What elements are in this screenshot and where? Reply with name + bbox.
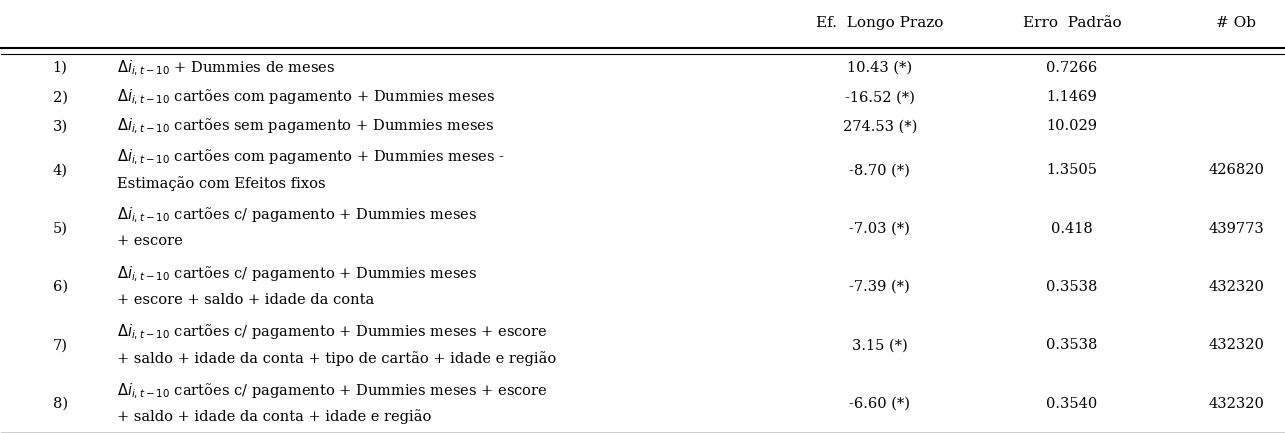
- Text: $\Delta i_{i,t-10}$ cartões sem pagamento + Dummies meses: $\Delta i_{i,t-10}$ cartões sem pagament…: [117, 117, 493, 136]
- Text: 432320: 432320: [1208, 397, 1264, 411]
- Text: $\Delta i_{i,t-10}$ cartões com pagamento + Dummies meses: $\Delta i_{i,t-10}$ cartões com pagament…: [117, 87, 495, 107]
- Text: 1.3505: 1.3505: [1046, 163, 1097, 177]
- Text: + escore: + escore: [117, 234, 182, 249]
- Text: 426820: 426820: [1208, 163, 1264, 177]
- Text: 274.53 (*): 274.53 (*): [843, 120, 917, 133]
- Text: 432320: 432320: [1208, 280, 1264, 294]
- Text: Estimação com Efeitos fixos: Estimação com Efeitos fixos: [117, 176, 325, 191]
- Text: $\Delta i_{i,t-10}$ cartões c/ pagamento + Dummies meses + escore: $\Delta i_{i,t-10}$ cartões c/ pagamento…: [117, 323, 547, 342]
- Text: 3.15 (*): 3.15 (*): [852, 338, 907, 352]
- Text: -6.60 (*): -6.60 (*): [849, 397, 910, 411]
- Text: + saldo + idade da conta + tipo de cartão + idade e região: + saldo + idade da conta + tipo de cartã…: [117, 351, 556, 365]
- Text: 0.418: 0.418: [1051, 222, 1094, 236]
- Text: $\Delta i_{i,t-10}$ cartões com pagamento + Dummies meses -: $\Delta i_{i,t-10}$ cartões com pagament…: [117, 148, 504, 167]
- Text: Ef.  Longo Prazo: Ef. Longo Prazo: [816, 16, 943, 29]
- Text: 2): 2): [53, 90, 68, 104]
- Text: 4): 4): [53, 163, 68, 177]
- Text: 10.029: 10.029: [1046, 120, 1097, 133]
- Text: -7.39 (*): -7.39 (*): [849, 280, 910, 294]
- Text: -16.52 (*): -16.52 (*): [844, 90, 915, 104]
- Text: 1): 1): [53, 61, 68, 75]
- Text: 8): 8): [53, 397, 68, 411]
- Text: 3): 3): [53, 120, 68, 133]
- Text: 432320: 432320: [1208, 338, 1264, 352]
- Text: + escore + saldo + idade da conta: + escore + saldo + idade da conta: [117, 293, 374, 307]
- Text: -7.03 (*): -7.03 (*): [849, 222, 910, 236]
- Text: # Ob: # Ob: [1216, 16, 1257, 29]
- Text: 10.43 (*): 10.43 (*): [847, 61, 912, 75]
- Text: 0.7266: 0.7266: [1046, 61, 1097, 75]
- Text: $\Delta i_{i,t-10}$ cartões c/ pagamento + Dummies meses + escore: $\Delta i_{i,t-10}$ cartões c/ pagamento…: [117, 381, 547, 401]
- Text: 7): 7): [53, 338, 68, 352]
- Text: $\Delta i_{i,t-10}$ + Dummies de meses: $\Delta i_{i,t-10}$ + Dummies de meses: [117, 58, 335, 78]
- Text: 1.1469: 1.1469: [1047, 90, 1097, 104]
- Text: 0.3540: 0.3540: [1046, 397, 1097, 411]
- Text: + saldo + idade da conta + idade e região: + saldo + idade da conta + idade e regiã…: [117, 409, 432, 424]
- Text: 5): 5): [53, 222, 68, 236]
- Text: -8.70 (*): -8.70 (*): [849, 163, 910, 177]
- Text: $\Delta i_{i,t-10}$ cartões c/ pagamento + Dummies meses: $\Delta i_{i,t-10}$ cartões c/ pagamento…: [117, 206, 477, 226]
- Text: 0.3538: 0.3538: [1046, 280, 1097, 294]
- Text: Erro  Padrão: Erro Padrão: [1023, 16, 1122, 29]
- Text: 439773: 439773: [1208, 222, 1264, 236]
- Text: 0.3538: 0.3538: [1046, 338, 1097, 352]
- Text: $\Delta i_{i,t-10}$ cartões c/ pagamento + Dummies meses: $\Delta i_{i,t-10}$ cartões c/ pagamento…: [117, 265, 477, 284]
- Text: 6): 6): [53, 280, 68, 294]
